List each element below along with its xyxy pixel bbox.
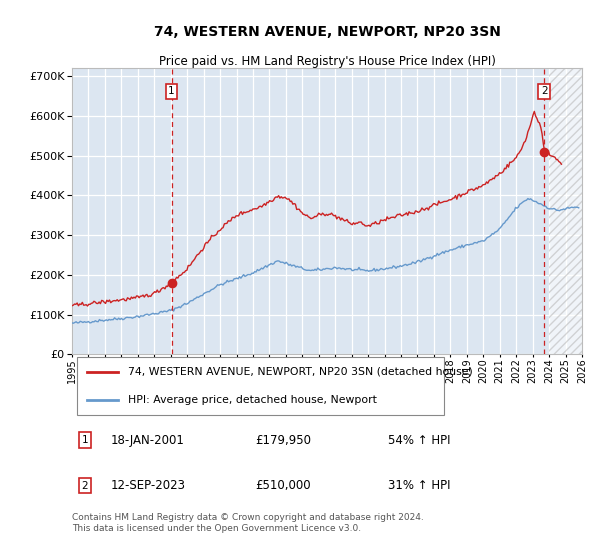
Bar bbox=[549, 68, 582, 354]
Text: 74, WESTERN AVENUE, NEWPORT, NP20 3SN (detached house): 74, WESTERN AVENUE, NEWPORT, NP20 3SN (d… bbox=[128, 367, 473, 377]
Text: 18-JAN-2001: 18-JAN-2001 bbox=[110, 433, 184, 446]
Text: 54% ↑ HPI: 54% ↑ HPI bbox=[388, 433, 451, 446]
Text: £179,950: £179,950 bbox=[256, 433, 311, 446]
Text: 74, WESTERN AVENUE, NEWPORT, NP20 3SN: 74, WESTERN AVENUE, NEWPORT, NP20 3SN bbox=[154, 25, 500, 39]
Text: 2: 2 bbox=[541, 86, 548, 96]
Text: 1: 1 bbox=[82, 435, 88, 445]
Text: HPI: Average price, detached house, Newport: HPI: Average price, detached house, Newp… bbox=[128, 395, 377, 404]
FancyBboxPatch shape bbox=[77, 357, 444, 414]
Text: 31% ↑ HPI: 31% ↑ HPI bbox=[388, 479, 451, 492]
Text: Price paid vs. HM Land Registry's House Price Index (HPI): Price paid vs. HM Land Registry's House … bbox=[158, 55, 496, 68]
Text: 12-SEP-2023: 12-SEP-2023 bbox=[110, 479, 185, 492]
Text: Contains HM Land Registry data © Crown copyright and database right 2024.
This d: Contains HM Land Registry data © Crown c… bbox=[72, 513, 424, 533]
Text: 1: 1 bbox=[168, 86, 175, 96]
Text: 2: 2 bbox=[82, 481, 88, 491]
Text: £510,000: £510,000 bbox=[256, 479, 311, 492]
